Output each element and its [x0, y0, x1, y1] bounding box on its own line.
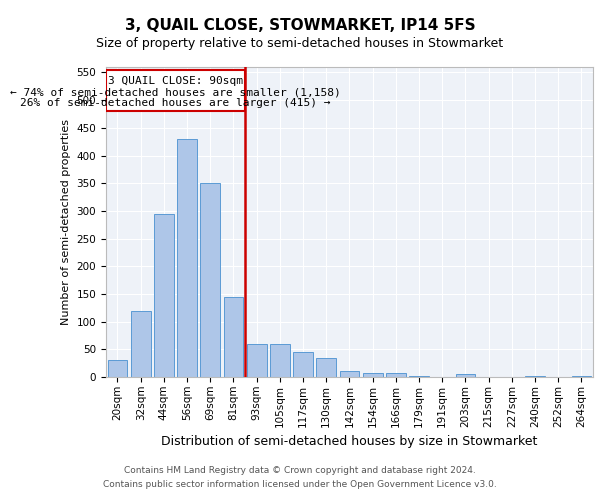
Bar	[247, 344, 266, 377]
Bar	[525, 376, 545, 377]
Bar	[224, 296, 244, 377]
Text: Contains public sector information licensed under the Open Government Licence v3: Contains public sector information licen…	[103, 480, 497, 489]
Bar	[340, 372, 359, 377]
Bar	[177, 139, 197, 377]
Bar	[107, 360, 127, 377]
Text: 3 QUAIL CLOSE: 90sqm: 3 QUAIL CLOSE: 90sqm	[108, 76, 243, 86]
Bar	[572, 376, 592, 377]
Bar	[154, 214, 174, 377]
Bar	[293, 352, 313, 377]
Text: Contains HM Land Registry data © Crown copyright and database right 2024.: Contains HM Land Registry data © Crown c…	[124, 466, 476, 475]
Bar	[363, 372, 383, 377]
Text: Size of property relative to semi-detached houses in Stowmarket: Size of property relative to semi-detach…	[97, 38, 503, 51]
Bar	[386, 372, 406, 377]
Text: 3, QUAIL CLOSE, STOWMARKET, IP14 5FS: 3, QUAIL CLOSE, STOWMARKET, IP14 5FS	[125, 18, 475, 32]
Bar	[409, 376, 429, 377]
Bar	[316, 358, 336, 377]
X-axis label: Distribution of semi-detached houses by size in Stowmarket: Distribution of semi-detached houses by …	[161, 435, 538, 448]
Bar	[455, 374, 475, 377]
Bar	[106, 70, 245, 111]
Text: ← 74% of semi-detached houses are smaller (1,158): ← 74% of semi-detached houses are smalle…	[10, 88, 341, 98]
Text: 26% of semi-detached houses are larger (415) →: 26% of semi-detached houses are larger (…	[20, 98, 331, 108]
Bar	[200, 183, 220, 377]
Bar	[131, 310, 151, 377]
Y-axis label: Number of semi-detached properties: Number of semi-detached properties	[61, 119, 71, 325]
Bar	[270, 344, 290, 377]
